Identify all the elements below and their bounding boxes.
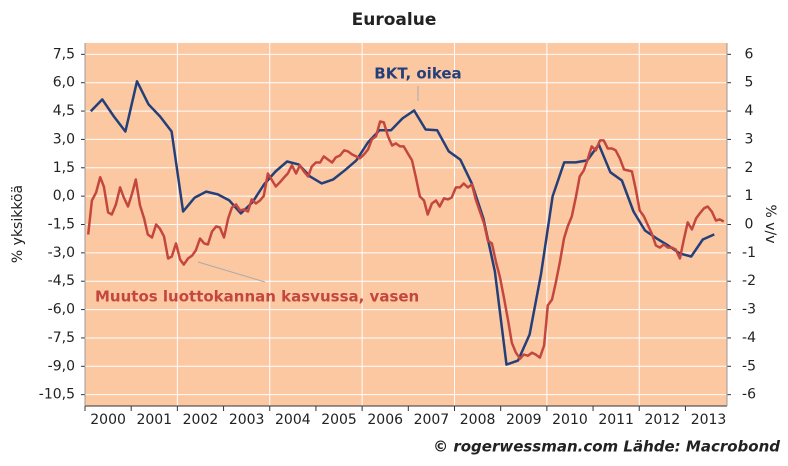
x-tick-label: 2013: [691, 412, 727, 428]
series-label: BKT, oikea: [374, 65, 461, 83]
y-tick-label: -1,5: [48, 217, 75, 233]
x-tick-label: 2003: [229, 412, 265, 428]
x-tick-label: 2006: [367, 412, 403, 428]
x-tick-label: 2012: [645, 412, 681, 428]
x-tick-label: 2004: [275, 412, 311, 428]
y2-tick-label: 5: [745, 75, 754, 91]
y-tick-label: -9,0: [48, 358, 75, 374]
y-tick-label: -3,0: [48, 245, 75, 261]
y2-tick-label: 4: [745, 103, 754, 119]
y2-tick-label: -5: [742, 358, 756, 374]
y-tick-label: 4,5: [53, 103, 75, 119]
y2-tick-label: -4: [742, 330, 756, 346]
x-tick-label: 2010: [552, 412, 588, 428]
x-tick-label: 2008: [460, 412, 496, 428]
y-tick-label: 0,0: [53, 188, 75, 204]
chart-title: Euroalue: [352, 10, 437, 30]
x-tick-label: 2000: [90, 412, 126, 428]
y-tick-label: 3,0: [53, 131, 75, 147]
y-tick-label: -6,0: [48, 302, 75, 318]
y-tick-label: -10,5: [39, 387, 75, 403]
series-line: [86, 120, 725, 360]
y-tick-label: -4,5: [48, 273, 75, 289]
series-label: Muutos luottokannan kasvussa, vasen: [95, 288, 419, 306]
x-tick-label: 2002: [183, 412, 219, 428]
series-line: [89, 80, 715, 366]
source-note: © rogerwessman.com Lähde: Macrobond: [433, 438, 780, 456]
y2-tick-label: -6: [742, 387, 756, 403]
y2-tick-label: 3: [745, 131, 754, 147]
y2-tick-label: 0: [745, 217, 754, 233]
y2-tick-label: -2: [742, 273, 756, 289]
y2-tick-label: -3: [742, 302, 756, 318]
x-tick-label: 2011: [598, 412, 634, 428]
y2-tick-label: 6: [745, 46, 754, 62]
leader-line: [197, 261, 266, 283]
x-tick-label: 2009: [506, 412, 542, 428]
y-tick-label: 6,0: [53, 75, 75, 91]
y-tick-label: -7,5: [48, 330, 75, 346]
y-tick-label: 7,5: [53, 46, 75, 62]
y-tick-label: 1,5: [53, 160, 75, 176]
y2-tick-label: -1: [742, 245, 756, 261]
y2-tick-label: 1: [745, 188, 754, 204]
x-tick-label: 2005: [321, 412, 357, 428]
y2-axis-label: % v/v: [762, 204, 778, 243]
x-tick-label: 2007: [414, 412, 450, 428]
x-tick-label: 2001: [136, 412, 172, 428]
y2-tick-label: 2: [745, 160, 754, 176]
y-axis-label: % yksikköä: [10, 185, 26, 263]
